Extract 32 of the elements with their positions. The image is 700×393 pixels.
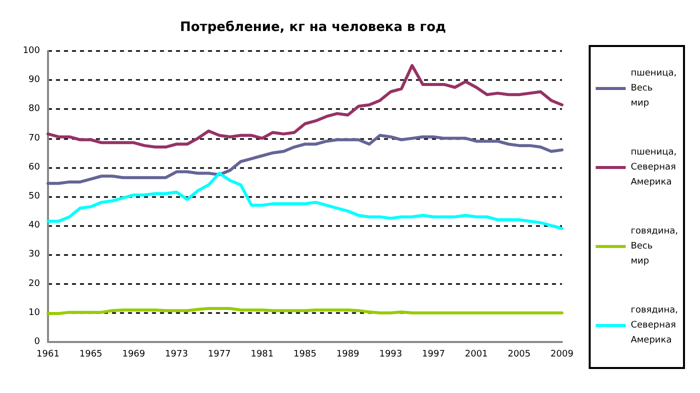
x-tick-label: 1981 xyxy=(250,350,274,360)
y-tick-label: 0 xyxy=(34,337,40,347)
line-series xyxy=(46,64,564,149)
x-tick-label: 1985 xyxy=(294,350,316,360)
chart-title: Потребление, кг на человека в год xyxy=(180,20,446,35)
x-tick-label: 2005 xyxy=(508,350,531,360)
x-tick-label: 1969 xyxy=(122,350,146,360)
y-tick-label: 90 xyxy=(28,75,40,86)
y-tick-label: 60 xyxy=(28,162,40,172)
line-series xyxy=(46,172,564,230)
legend-label: говядина, Северная Америка xyxy=(630,306,678,346)
y-tick-label: 30 xyxy=(28,250,40,260)
legend-label: пшеница, Северная Америка xyxy=(630,148,677,188)
x-tick-label: 1993 xyxy=(379,350,402,360)
y-tick-label: 100 xyxy=(22,46,40,56)
y-tick-label: 40 xyxy=(28,220,40,231)
y-tick-label: 50 xyxy=(28,192,40,202)
x-tick-label: 1977 xyxy=(208,350,231,360)
x-tick-label: 1965 xyxy=(79,350,102,360)
x-tick-label: 2009 xyxy=(550,350,574,360)
line-series xyxy=(46,134,564,185)
y-tick-label: 10 xyxy=(28,308,40,318)
legend-label: говядина, Весь мир xyxy=(630,226,678,266)
x-tick-label: 1961 xyxy=(36,350,60,360)
y-tick-label: 80 xyxy=(28,104,40,114)
y-tick-label: 20 xyxy=(28,278,40,289)
x-tick-label: 1973 xyxy=(165,350,188,360)
x-tick-label: 1997 xyxy=(422,350,445,360)
legend-label: пшеница, Весь мир xyxy=(630,68,677,108)
x-tick-label: 2001 xyxy=(464,350,488,360)
y-tick-label: 70 xyxy=(28,133,40,144)
x-tick-label: 1989 xyxy=(336,350,360,360)
